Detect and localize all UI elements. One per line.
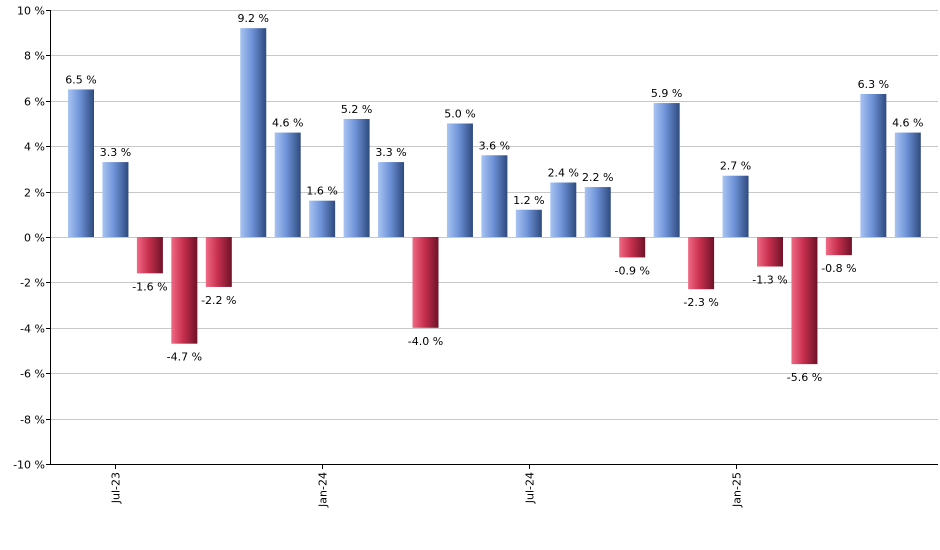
bar-positive — [274, 132, 301, 237]
data-label: -5.6 % — [787, 371, 822, 384]
bar-negative — [205, 237, 232, 287]
data-label: 9.2 % — [238, 12, 269, 25]
data-label: 2.4 % — [548, 167, 579, 180]
data-label: 1.6 % — [306, 185, 337, 198]
bar-negative — [757, 237, 783, 267]
data-label: 5.9 % — [651, 87, 682, 100]
data-label: 4.6 % — [272, 117, 303, 130]
y-tick-label: 0 % — [24, 232, 45, 245]
bar-positive — [722, 175, 749, 237]
data-label: 6.5 % — [65, 73, 96, 86]
bar-positive — [68, 89, 94, 237]
bar-positive — [446, 123, 473, 237]
data-label: 2.2 % — [582, 171, 613, 184]
y-axis-ticks: 10 % 8 % 6 % 4 % 2 % 0 % -2 % -4 % -6 % -8 % -10 % — [13, 5, 50, 472]
data-label: 5.0 % — [444, 108, 475, 121]
y-tick-label: -8 % — [20, 414, 45, 427]
bar-negative — [171, 237, 198, 344]
data-label: -4.0 % — [408, 335, 443, 348]
x-tick-label: Jul-23 — [110, 472, 123, 504]
y-tick-label: 10 % — [17, 5, 45, 18]
data-label: -2.3 % — [683, 296, 718, 309]
data-label: 1.2 % — [513, 194, 544, 207]
data-label: -2.2 % — [201, 294, 236, 307]
bar-positive — [481, 155, 508, 237]
data-label: 6.3 % — [858, 78, 889, 91]
x-axis-ticks: Jul-23 Jan-24 Jul-24 Jan-25 — [110, 464, 744, 508]
bar-negative — [688, 237, 715, 290]
data-label: 4.6 % — [892, 117, 923, 130]
x-tick-label: Jan-24 — [317, 472, 330, 508]
bar-negative — [412, 237, 439, 328]
bar-positive — [860, 93, 887, 238]
bar-positive — [343, 118, 370, 237]
data-label: -4.7 % — [167, 351, 202, 364]
data-label: -0.8 % — [821, 262, 856, 275]
bar-positive — [550, 182, 577, 237]
data-label: 3.3 % — [375, 146, 406, 159]
data-labels: 6.5 % 3.3 % -1.6 % -4.7 % -2.2 % 9.2 % 4.6 % 1.… — [65, 12, 923, 384]
bar-positive — [653, 103, 680, 237]
bar-positive — [309, 200, 336, 237]
x-tick-label: Jul-24 — [524, 472, 537, 504]
bar-negative — [791, 237, 818, 365]
bar-negative — [136, 237, 163, 274]
data-label: -1.3 % — [752, 274, 787, 287]
y-tick-label: 8 % — [24, 50, 45, 63]
y-tick-label: -6 % — [20, 368, 45, 381]
bar-positive — [240, 28, 267, 237]
bar-positive — [584, 187, 611, 237]
bar-positive — [894, 132, 921, 237]
data-label: 3.3 % — [100, 146, 131, 159]
y-tick-label: 2 % — [24, 187, 45, 200]
y-tick-label: -4 % — [20, 323, 45, 336]
data-label: 3.6 % — [479, 139, 510, 152]
bars — [68, 28, 921, 365]
axes — [50, 10, 938, 465]
y-tick-label: 6 % — [24, 96, 45, 109]
bar-positive — [515, 209, 542, 237]
bar-positive — [378, 162, 405, 237]
y-tick-label: 4 % — [24, 141, 45, 154]
data-label: 5.2 % — [341, 103, 372, 116]
bar-negative — [825, 237, 852, 256]
x-tick-label: Jan-25 — [731, 472, 744, 508]
bar-negative — [619, 237, 646, 258]
y-tick-label: -2 % — [20, 277, 45, 290]
data-label: 2.7 % — [720, 160, 751, 173]
data-label: -1.6 % — [132, 280, 167, 293]
data-label: -0.9 % — [614, 264, 649, 277]
bar-positive — [102, 162, 129, 237]
y-tick-label: -10 % — [13, 459, 45, 472]
